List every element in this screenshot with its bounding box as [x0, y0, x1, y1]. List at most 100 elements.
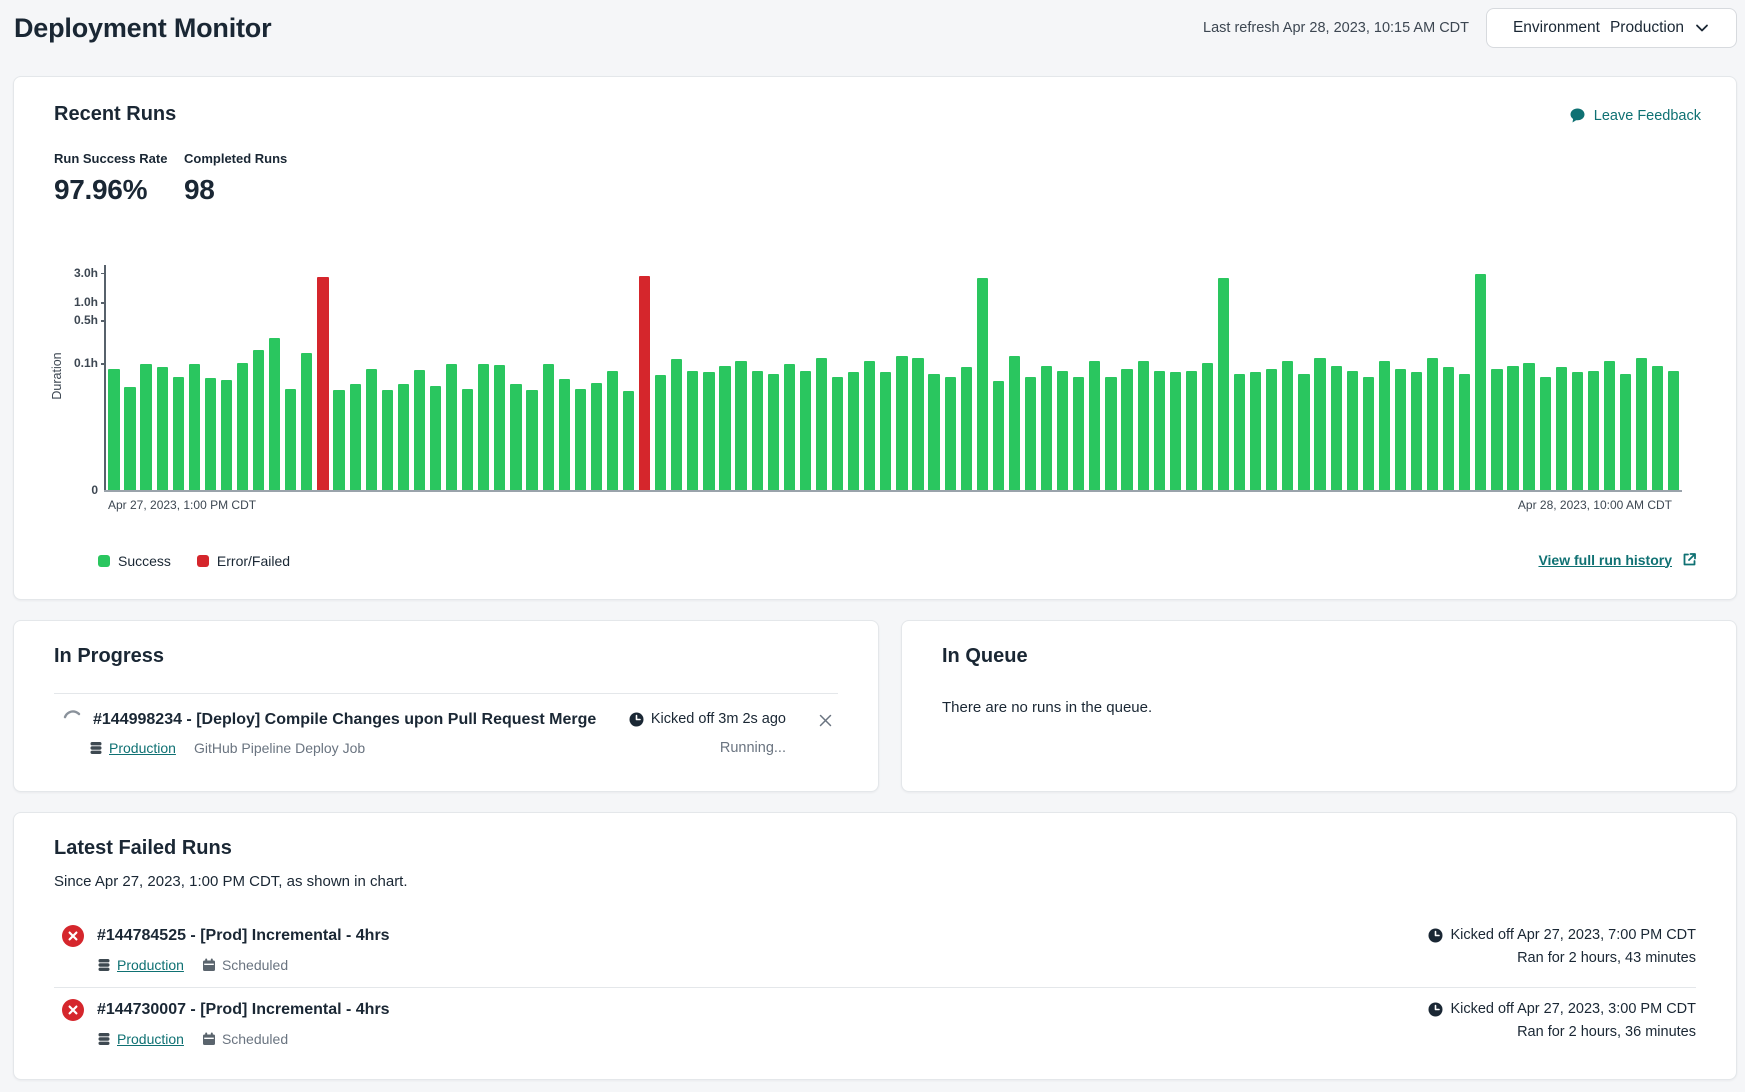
run-bar-success[interactable]	[848, 372, 859, 490]
environment-link[interactable]: Production	[109, 740, 176, 756]
run-bar-success[interactable]	[269, 338, 280, 490]
run-bar-success[interactable]	[1620, 374, 1631, 490]
run-bar-success[interactable]	[1041, 366, 1052, 490]
run-bar-success[interactable]	[124, 387, 135, 490]
run-bar-success[interactable]	[1395, 369, 1406, 490]
run-bar-success[interactable]	[1379, 361, 1390, 491]
run-bar-success[interactable]	[108, 369, 119, 490]
run-bar-success[interactable]	[961, 367, 972, 490]
run-bar-success[interactable]	[1154, 371, 1165, 490]
run-bar-success[interactable]	[1057, 371, 1068, 490]
run-bar-success[interactable]	[768, 374, 779, 490]
run-bar-success[interactable]	[1556, 367, 1567, 490]
environment-link[interactable]: Production	[117, 957, 184, 973]
run-bar-success[interactable]	[928, 374, 939, 490]
run-bar-success[interactable]	[398, 384, 409, 490]
run-bar-success[interactable]	[494, 365, 505, 490]
run-bar-success[interactable]	[1298, 374, 1309, 490]
run-bar-success[interactable]	[1668, 371, 1679, 490]
run-bar-success[interactable]	[1604, 361, 1615, 491]
run-bar-success[interactable]	[1105, 377, 1116, 491]
run-bar-success[interactable]	[462, 389, 473, 490]
run-bar-success[interactable]	[1459, 374, 1470, 490]
run-bar-success[interactable]	[382, 390, 393, 490]
run-bar-success[interactable]	[575, 389, 586, 490]
run-bar-success[interactable]	[1009, 356, 1020, 490]
run-bar-success[interactable]	[1636, 358, 1647, 490]
run-bar-success[interactable]	[1443, 367, 1454, 490]
run-bar-success[interactable]	[559, 379, 570, 490]
run-bar-success[interactable]	[221, 380, 232, 490]
run-bar-success[interactable]	[623, 391, 634, 490]
run-bar-success[interactable]	[366, 369, 377, 490]
environment-link[interactable]: Production	[117, 1031, 184, 1047]
run-bar-success[interactable]	[510, 384, 521, 490]
run-bar-success[interactable]	[1121, 369, 1132, 490]
run-bar-error[interactable]	[317, 277, 328, 490]
run-bar-success[interactable]	[832, 377, 843, 491]
run-bar-success[interactable]	[655, 375, 666, 490]
run-bar-success[interactable]	[735, 361, 746, 491]
run-bar-success[interactable]	[140, 364, 151, 490]
run-bar-success[interactable]	[993, 381, 1004, 490]
run-bar-success[interactable]	[350, 384, 361, 490]
run-bar-success[interactable]	[189, 364, 200, 490]
run-bar-success[interactable]	[1347, 371, 1358, 490]
run-bar-success[interactable]	[526, 390, 537, 490]
run-bar-success[interactable]	[816, 358, 827, 490]
run-bar-success[interactable]	[1089, 361, 1100, 491]
run-bar-success[interactable]	[912, 358, 923, 490]
run-bar-success[interactable]	[896, 356, 907, 490]
run-bar-success[interactable]	[1523, 363, 1534, 490]
run-bar-success[interactable]	[478, 364, 489, 490]
run-bar-success[interactable]	[1491, 369, 1502, 490]
run-bar-success[interactable]	[1202, 363, 1213, 490]
run-bar-success[interactable]	[1250, 372, 1261, 490]
run-bar-success[interactable]	[703, 372, 714, 490]
run-bar-success[interactable]	[752, 371, 763, 490]
environment-dropdown[interactable]: Environment Production	[1486, 8, 1737, 48]
run-bar-success[interactable]	[864, 361, 875, 491]
run-bar-success[interactable]	[1138, 361, 1149, 491]
run-bar-success[interactable]	[301, 353, 312, 490]
run-bar-success[interactable]	[880, 372, 891, 490]
run-bar-error[interactable]	[639, 276, 650, 491]
run-bar-success[interactable]	[1572, 372, 1583, 490]
close-icon[interactable]	[816, 711, 834, 729]
run-bar-success[interactable]	[687, 371, 698, 490]
run-bar-success[interactable]	[1427, 358, 1438, 490]
run-bar-success[interactable]	[1314, 358, 1325, 490]
run-bar-success[interactable]	[414, 370, 425, 490]
run-bar-success[interactable]	[543, 364, 554, 490]
run-bar-success[interactable]	[1507, 366, 1518, 490]
run-bar-success[interactable]	[1411, 372, 1422, 490]
run-bar-success[interactable]	[1588, 371, 1599, 490]
run-bar-success[interactable]	[784, 364, 795, 490]
run-bar-success[interactable]	[800, 371, 811, 490]
run-bar-success[interactable]	[285, 389, 296, 490]
run-bar-success[interactable]	[591, 383, 602, 490]
run-bar-success[interactable]	[719, 366, 730, 490]
run-bar-success[interactable]	[1363, 377, 1374, 491]
run-bar-success[interactable]	[205, 378, 216, 490]
run-bar-success[interactable]	[945, 377, 956, 491]
run-bar-success[interactable]	[446, 364, 457, 490]
run-bar-success[interactable]	[1331, 366, 1342, 490]
run-bar-success[interactable]	[237, 363, 248, 490]
run-bar-success[interactable]	[1652, 366, 1663, 490]
run-bar-success[interactable]	[173, 377, 184, 490]
run-bar-success[interactable]	[1282, 361, 1293, 491]
run-bar-success[interactable]	[1234, 374, 1245, 490]
run-bar-success[interactable]	[977, 278, 988, 490]
run-bar-success[interactable]	[430, 386, 441, 490]
run-bar-success[interactable]	[157, 367, 168, 490]
run-bar-success[interactable]	[1266, 369, 1277, 490]
run-bar-success[interactable]	[1073, 377, 1084, 491]
run-bar-success[interactable]	[253, 350, 264, 490]
view-full-run-history-link[interactable]: View full run history	[1538, 551, 1698, 568]
run-bar-success[interactable]	[1475, 274, 1486, 490]
run-bar-success[interactable]	[1186, 371, 1197, 490]
run-bar-success[interactable]	[1170, 372, 1181, 490]
run-bar-success[interactable]	[1540, 377, 1551, 491]
run-bar-success[interactable]	[1218, 278, 1229, 490]
